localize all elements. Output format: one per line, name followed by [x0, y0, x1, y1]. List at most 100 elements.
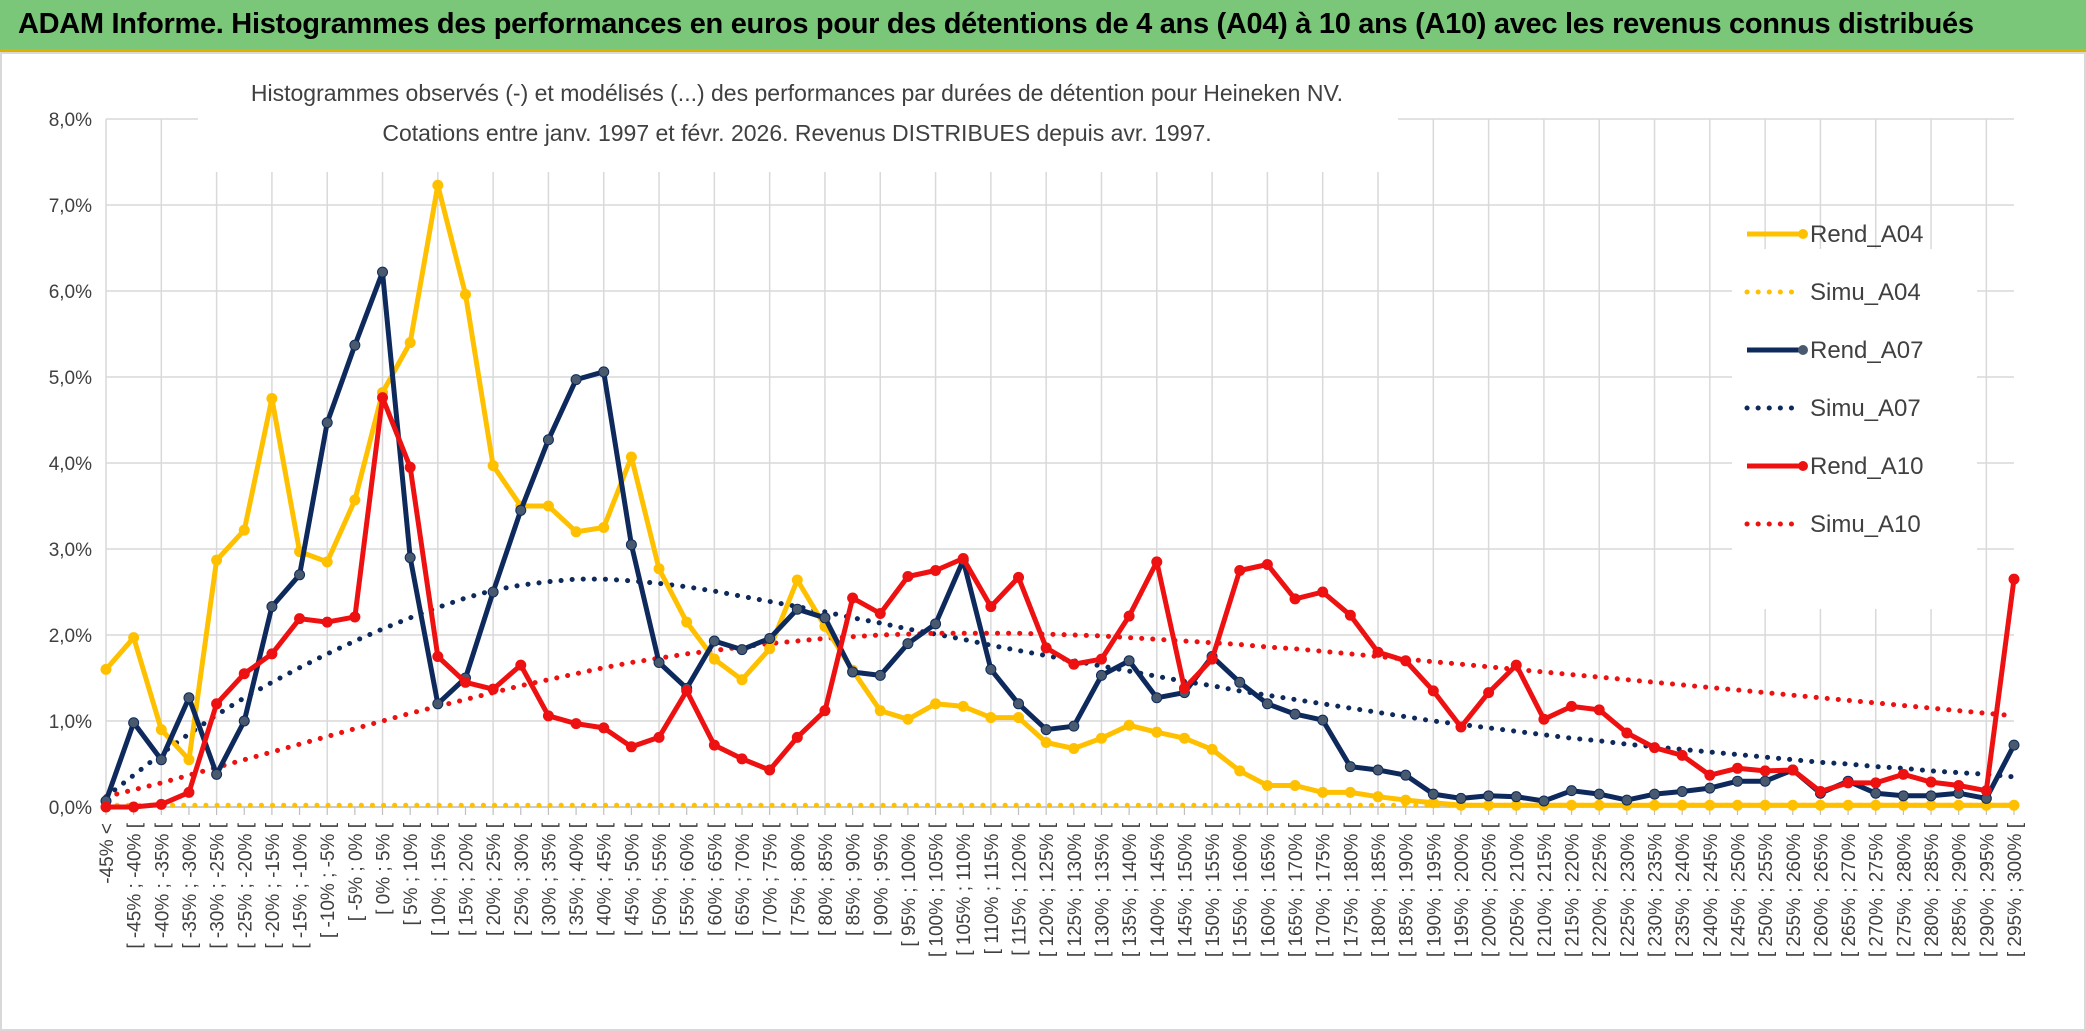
data-point	[349, 611, 361, 623]
data-point	[625, 539, 637, 551]
data-point	[1178, 732, 1190, 744]
x-tick-label: [ 130% ; 135% [	[1092, 822, 1113, 957]
x-tick-label: [ 70% ; 75% [	[761, 822, 782, 936]
x-tick-label: [ 250% ; 255% [	[1756, 822, 1777, 957]
data-point	[1013, 712, 1025, 724]
data-point	[183, 692, 195, 704]
grid	[105, 118, 2015, 815]
data-point	[1759, 765, 1771, 777]
banner-title: ADAM Informe. Histogrammes des performan…	[18, 8, 1974, 40]
x-tick-label: [ 255% ; 260% [	[1784, 822, 1805, 957]
data-point	[1676, 749, 1688, 761]
x-tick-label: [ 125% ; 130% [	[1065, 822, 1086, 957]
data-point	[1731, 762, 1743, 774]
data-point	[1095, 669, 1107, 681]
data-point	[625, 451, 637, 463]
data-point	[902, 571, 914, 583]
data-point	[1178, 682, 1190, 694]
x-tick-label: [ 190% ; 195% [	[1424, 822, 1445, 957]
data-point	[1566, 700, 1578, 712]
x-tick-label: [ -45% ; -40% [	[125, 822, 146, 948]
chart: 0,0% 1,0% 2,0% 3,0% 4,0% 5,0% 6,0% 7,0% 8,0% -45…	[49, 66, 2026, 957]
data-point	[377, 266, 389, 278]
x-tick-label: [ 155% ; 160% [	[1231, 822, 1252, 957]
data-point	[1731, 775, 1743, 787]
data-point	[432, 179, 444, 191]
series-Rend_A10	[100, 392, 2020, 813]
data-point	[570, 718, 582, 730]
data-point	[294, 613, 306, 625]
x-tick-label: [ 265% ; 270% [	[1839, 822, 1860, 957]
x-tick-label: [ 170% ; 175% [	[1314, 822, 1335, 957]
x-tick-label: [ 145% ; 150% [	[1175, 822, 1196, 957]
data-point	[404, 337, 416, 349]
data-point	[100, 801, 112, 813]
data-point	[957, 700, 969, 712]
data-point	[1649, 799, 1661, 811]
data-point	[902, 713, 914, 725]
data-point	[1925, 799, 1937, 811]
data-point	[1068, 743, 1080, 755]
legend-marker	[1798, 345, 1808, 355]
x-tick-label: -45% <	[97, 823, 118, 884]
x-tick-label: [ 200% ; 205% [	[1480, 822, 1501, 957]
x-tick-label: [ 85% ; 90% [	[844, 822, 865, 936]
data-point	[874, 608, 886, 619]
x-tick-label: [ 90% ; 95% [	[871, 822, 892, 936]
x-tick-label: [ 230% ; 235% [	[1646, 822, 1667, 957]
data-point	[1980, 785, 1992, 797]
data-point	[681, 616, 693, 628]
data-point	[1344, 609, 1356, 621]
x-tick-label: [ 165% ; 170% [	[1286, 822, 1307, 957]
data-point	[100, 663, 112, 675]
legend-marker	[1798, 461, 1808, 471]
legend-item: Rend_A07	[1747, 337, 1923, 364]
data-point	[1234, 565, 1246, 576]
x-tick-label: [ 35% ; 40% [	[567, 822, 588, 936]
series-line	[106, 395, 2017, 810]
data-point	[128, 801, 140, 813]
x-tick-label: [ 195% ; 200% [	[1452, 822, 1473, 957]
data-point	[1455, 792, 1467, 804]
data-point	[736, 644, 748, 656]
data-point	[819, 705, 831, 717]
data-point	[598, 722, 610, 734]
data-point	[1897, 799, 1909, 811]
x-tick-label: [ 55% ; 60% [	[678, 822, 699, 936]
data-point	[570, 374, 582, 386]
series-line	[103, 630, 2017, 800]
data-point	[1953, 780, 1965, 791]
x-tick-label: [ -5% ; 0% [	[346, 822, 367, 921]
data-point	[1483, 799, 1495, 811]
data-point	[1704, 769, 1716, 781]
data-point	[598, 522, 610, 533]
legend-label: Simu_A10	[1810, 511, 1921, 538]
data-point	[1095, 732, 1107, 744]
x-tick-labels: -45% < [ -45% ; -40% [[ -40% ; -35% [[ -3…	[97, 822, 2026, 957]
data-point	[1483, 790, 1495, 802]
data-point	[1787, 764, 1799, 776]
data-point	[1151, 556, 1163, 568]
data-point	[542, 434, 554, 446]
data-point	[1261, 780, 1273, 791]
data-point	[1317, 786, 1329, 798]
x-tick-label: [ 5% ; 10% [	[401, 822, 422, 925]
x-tick-label: [ 120% ; 125% [	[1037, 822, 1058, 957]
data-point	[1095, 653, 1107, 665]
data-point	[570, 526, 582, 538]
data-point	[1123, 610, 1135, 622]
data-point	[957, 552, 969, 564]
data-point	[1317, 714, 1329, 726]
data-point	[1510, 659, 1522, 671]
data-point	[1814, 799, 1826, 811]
data-point	[653, 731, 665, 743]
data-point	[847, 666, 859, 678]
data-point	[404, 461, 416, 473]
data-point	[432, 651, 444, 662]
data-point	[1123, 655, 1135, 667]
x-tick-label: [ 40% ; 45% [	[595, 822, 616, 936]
data-point	[764, 643, 776, 655]
data-point	[1483, 687, 1495, 699]
data-point	[459, 676, 471, 688]
data-point	[736, 753, 748, 765]
